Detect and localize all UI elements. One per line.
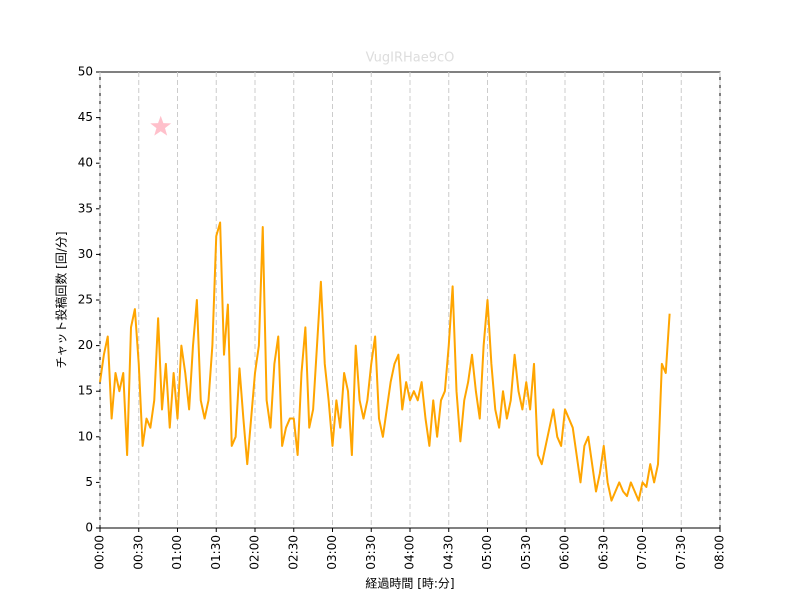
x-tick-label: 01:00 bbox=[170, 535, 184, 570]
y-tick-label: 0 bbox=[85, 521, 93, 535]
x-tick-label: 02:00 bbox=[248, 535, 262, 570]
y-tick-label: 25 bbox=[78, 293, 93, 307]
x-tick-label: 02:30 bbox=[286, 535, 300, 570]
x-tick-label: 03:30 bbox=[364, 535, 378, 570]
x-tick-label: 04:00 bbox=[403, 535, 417, 570]
y-tick-label: 45 bbox=[78, 110, 93, 124]
x-tick-label: 00:00 bbox=[93, 535, 107, 570]
x-axis-label: 経過時間 [時:分] bbox=[365, 577, 454, 591]
x-tick-label: 05:00 bbox=[480, 535, 494, 570]
x-tick-label: 05:30 bbox=[519, 535, 533, 570]
star-marker bbox=[150, 115, 172, 136]
y-tick-label: 35 bbox=[78, 201, 93, 215]
x-tick-label: 06:00 bbox=[558, 535, 572, 570]
y-tick-label: 10 bbox=[78, 429, 93, 443]
x-tick-label: 06:30 bbox=[596, 535, 610, 570]
x-tick-label: 07:30 bbox=[674, 535, 688, 570]
y-tick-label: 5 bbox=[85, 475, 93, 489]
y-tick-label: 20 bbox=[78, 338, 93, 352]
chart-title: VugIRHae9cO bbox=[366, 51, 455, 66]
x-tick-label: 01:30 bbox=[209, 535, 223, 570]
y-tick-label: 15 bbox=[78, 384, 93, 398]
x-tick-label: 07:00 bbox=[635, 535, 649, 570]
x-tick-label: 03:00 bbox=[325, 535, 339, 570]
data-line bbox=[99, 221, 671, 502]
x-tick-label: 04:30 bbox=[441, 535, 455, 570]
y-tick-label: 40 bbox=[78, 156, 93, 170]
y-tick-label: 50 bbox=[78, 65, 93, 79]
y-tick-label: 30 bbox=[78, 247, 93, 261]
x-tick-label: 08:00 bbox=[713, 535, 727, 570]
x-tick-label: 00:30 bbox=[131, 535, 145, 570]
y-axis-label: チャット投稿回数 [回/分] bbox=[54, 231, 69, 368]
